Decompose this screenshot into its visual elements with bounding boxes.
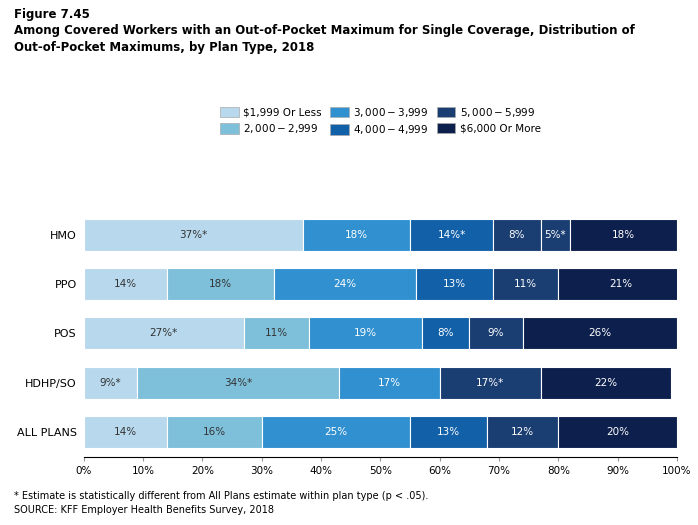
Bar <box>167 268 274 300</box>
Text: 34%*: 34%* <box>224 377 252 388</box>
Bar <box>540 366 671 399</box>
Bar <box>540 218 570 251</box>
Bar <box>84 218 303 251</box>
Text: 22%: 22% <box>594 377 618 388</box>
Legend: $1,999 Or Less, $2,000 - $2,999, $3,000 - $3,999, $4,000 - $4,999, $5,000 - $5,9: $1,999 Or Less, $2,000 - $2,999, $3,000 … <box>220 106 541 135</box>
Bar <box>84 416 167 448</box>
Bar <box>440 366 540 399</box>
Text: 14%: 14% <box>114 427 137 437</box>
Text: 8%: 8% <box>438 328 454 339</box>
Text: 13%: 13% <box>443 279 466 289</box>
Text: Figure 7.45: Figure 7.45 <box>14 8 90 21</box>
Bar <box>558 268 683 300</box>
Text: 11%: 11% <box>265 328 288 339</box>
Bar <box>262 416 410 448</box>
Text: SOURCE: KFF Employer Health Benefits Survey, 2018: SOURCE: KFF Employer Health Benefits Sur… <box>14 505 274 515</box>
Text: 9%*: 9%* <box>100 377 121 388</box>
Bar <box>84 366 137 399</box>
Bar <box>469 317 523 350</box>
Text: 13%: 13% <box>437 427 460 437</box>
Text: 18%: 18% <box>612 229 635 240</box>
Bar <box>309 317 422 350</box>
Text: 8%: 8% <box>509 229 525 240</box>
Text: 24%: 24% <box>333 279 357 289</box>
Text: 17%*: 17%* <box>476 377 504 388</box>
Bar <box>339 366 440 399</box>
Text: 26%: 26% <box>588 328 611 339</box>
Bar <box>244 317 309 350</box>
Text: * Estimate is statistically different from All Plans estimate within plan type (: * Estimate is statistically different fr… <box>14 491 429 501</box>
Text: Out-of-Pocket Maximums, by Plan Type, 2018: Out-of-Pocket Maximums, by Plan Type, 20… <box>14 41 314 54</box>
Text: 9%: 9% <box>488 328 505 339</box>
Bar <box>303 218 410 251</box>
Text: 16%: 16% <box>202 427 226 437</box>
Text: Among Covered Workers with an Out-of-Pocket Maximum for Single Coverage, Distrib: Among Covered Workers with an Out-of-Poc… <box>14 24 635 37</box>
Bar <box>167 416 262 448</box>
Text: 37%*: 37%* <box>179 229 207 240</box>
Text: 17%: 17% <box>378 377 401 388</box>
Text: 14%: 14% <box>114 279 137 289</box>
Text: 5%*: 5%* <box>544 229 566 240</box>
Text: 18%: 18% <box>345 229 369 240</box>
Text: 11%: 11% <box>514 279 537 289</box>
Bar <box>274 268 416 300</box>
Bar <box>570 218 677 251</box>
Bar <box>493 218 540 251</box>
Text: 12%: 12% <box>511 427 535 437</box>
Bar <box>416 268 493 300</box>
Bar <box>487 416 558 448</box>
Bar <box>84 317 244 350</box>
Text: 19%: 19% <box>354 328 377 339</box>
Bar <box>84 268 167 300</box>
Bar <box>493 268 558 300</box>
Text: 18%: 18% <box>209 279 232 289</box>
Bar <box>137 366 339 399</box>
Bar <box>410 416 487 448</box>
Text: 25%: 25% <box>325 427 348 437</box>
Text: 20%: 20% <box>607 427 629 437</box>
Bar <box>523 317 677 350</box>
Text: 21%: 21% <box>609 279 632 289</box>
Bar <box>422 317 469 350</box>
Bar <box>558 416 677 448</box>
Bar <box>410 218 493 251</box>
Text: 27%*: 27%* <box>150 328 178 339</box>
Text: 14%*: 14%* <box>438 229 466 240</box>
